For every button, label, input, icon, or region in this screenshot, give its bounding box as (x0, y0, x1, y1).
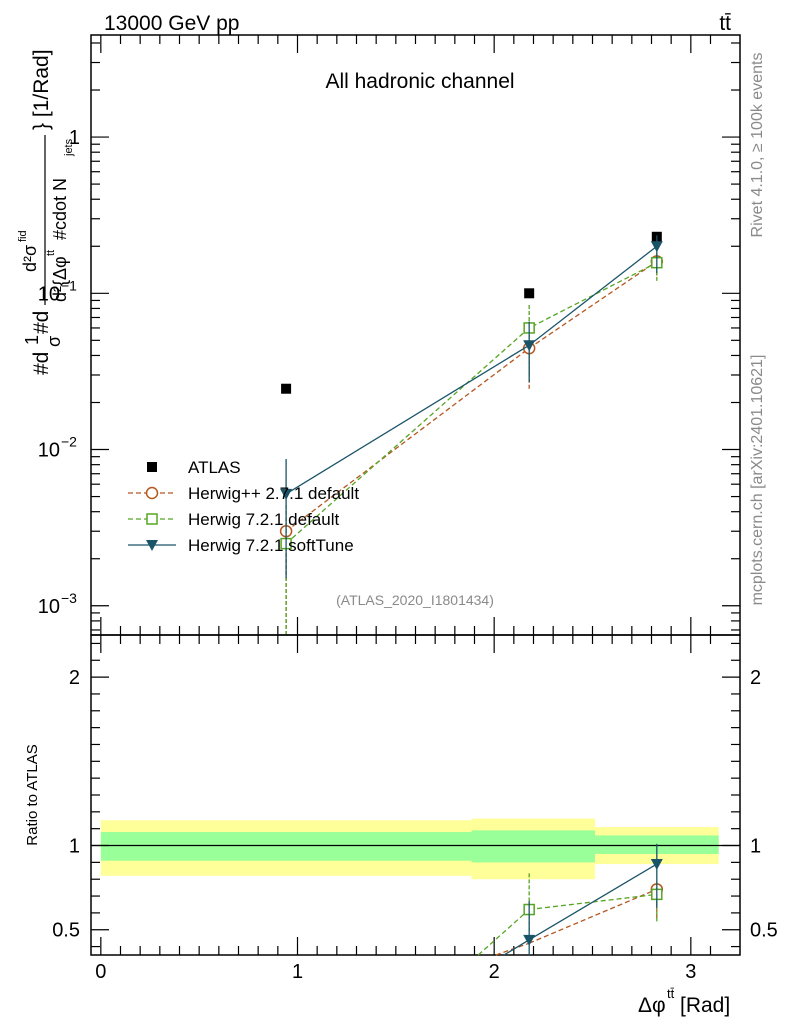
ratio-herwig-7-2-1-softtune-point (523, 934, 536, 946)
mcplots-reference-label: mcplots.cern.ch [arXiv:2401.10621] (749, 355, 766, 606)
ratio-y-tick-label: 1 (69, 836, 80, 858)
y-label-part-g: d²{Δφ (50, 256, 70, 302)
ratio-y-tick-label: 0.5 (52, 920, 80, 942)
main-y-tick-label: 10 (38, 440, 60, 462)
atlas-point (524, 288, 535, 299)
energy-label: 13000 GeV pp (104, 12, 239, 35)
ratio-y-tick-label: 2 (69, 667, 80, 689)
ratio-herwig-2-7-1-default-line (528, 888, 658, 944)
legend-label-atlas: ATLAS (188, 458, 241, 477)
ratio-inner-band (471, 830, 596, 863)
legend-marker-herwig-7-2-1-softtune (146, 540, 158, 551)
herwig-7-2-1-softtune-line (285, 245, 658, 495)
main-y-tick-label: 1 (69, 127, 80, 149)
ratio-y-tick-label-right: 2 (750, 667, 761, 689)
main-panel: 110−110−210−3 All hadronic channel (ATLA… (38, 34, 741, 636)
x-axis-label: Δφ tt̄ [Rad] (638, 986, 730, 1017)
ratio-uncertainty-bands (91, 818, 740, 880)
atlas-point (281, 383, 292, 394)
ratio-y-tick-label-right: 1 (750, 836, 761, 858)
y-label-part-e: d²σ (20, 245, 40, 272)
x-tick-label: 3 (685, 961, 696, 983)
y-label-part-f: fid (17, 230, 29, 242)
main-y-tick-exponent: −1 (61, 277, 77, 293)
y-label-part-k: jets (63, 138, 75, 157)
herwig-7-2-1-softtune-point (650, 241, 663, 253)
ratio-herwig-7-2-1-softtune-line (528, 863, 658, 941)
herwig-7-2-1-softtune-point (280, 488, 293, 500)
main-y-tick-exponent: −2 (61, 434, 77, 450)
y-label-part-c: σ (44, 336, 64, 347)
main-axis-ticks: 110−110−210−3 (38, 35, 740, 635)
y-label-part-h: tt̄ (45, 250, 57, 256)
analysis-id-label: (ATLAS_2020_I1801434) (336, 592, 494, 608)
y-label-part-a: #d (30, 352, 53, 375)
main-y-tick-label: 10 (38, 596, 60, 618)
legend-marker-herwig-7-2-1-default (146, 513, 158, 525)
y-label-part-j: #cdot N (50, 178, 70, 240)
y-label-part-d: #d (30, 311, 53, 334)
ratio-y-tick-label-right: 0.5 (750, 920, 778, 942)
y-label-part-b: 1 (22, 335, 42, 345)
x-tick-label: 2 (489, 961, 500, 983)
legend-marker-atlas (147, 462, 157, 472)
main-y-tick-label: 10 (38, 283, 60, 305)
legend-label-herwig-7-2-1-softtune: Herwig 7.2.1 softTune (188, 536, 354, 555)
ratio-inner-band (100, 832, 472, 861)
main-y-tick-exponent: −3 (61, 590, 77, 606)
main-y-axis-label: #d 1 σ #d d²σ fid d²{Δφ tt̄ #cdot N jets… (17, 49, 75, 375)
ratio-axis-ticks: 0.5 0.5 1 1 2 2 0 1 2 3 (52, 635, 778, 983)
ratio-herwig-7-2-1-default-line (477, 909, 530, 956)
y-label-part-i: } [1/Rad] (30, 49, 53, 130)
ratio-panel: 0.5 0.5 1 1 2 2 0 1 2 3 (52, 634, 778, 983)
ratio-data-marks (477, 843, 664, 956)
legend-label-herwig-2-7-1-default: Herwig++ 2.7.1 default (188, 484, 359, 503)
ratio-frame (90, 634, 741, 956)
process-label: tt̄ (719, 12, 731, 35)
ratio-y-axis-label: Ratio to ATLAS (24, 744, 41, 845)
x-label-symbol: Δφ (638, 994, 666, 1017)
ratio-herwig-7-2-1-softtune-point (650, 859, 663, 871)
x-label-unit: [Rad] (680, 994, 730, 1017)
ratio-herwig-7-2-1-softtune-line (503, 939, 530, 956)
main-data-marks (279, 231, 664, 635)
x-tick-label: 1 (292, 961, 303, 983)
rivet-version-label: Rivet 4.1.0, ≥ 100k events (749, 53, 766, 238)
legend-marker-herwig-2-7-1-default (145, 486, 159, 500)
chart-title: All hadronic channel (325, 70, 514, 93)
x-tick-label: 0 (95, 961, 106, 983)
herwig-7-2-1-softtune-point (523, 340, 536, 352)
x-label-superscript: tt̄ (667, 986, 675, 1001)
legend: ATLAS Herwig++ 2.7.1 default Herwig 7.2.1 … (128, 458, 359, 555)
legend-label-herwig-7-2-1-default: Herwig 7.2.1 default (188, 510, 339, 529)
